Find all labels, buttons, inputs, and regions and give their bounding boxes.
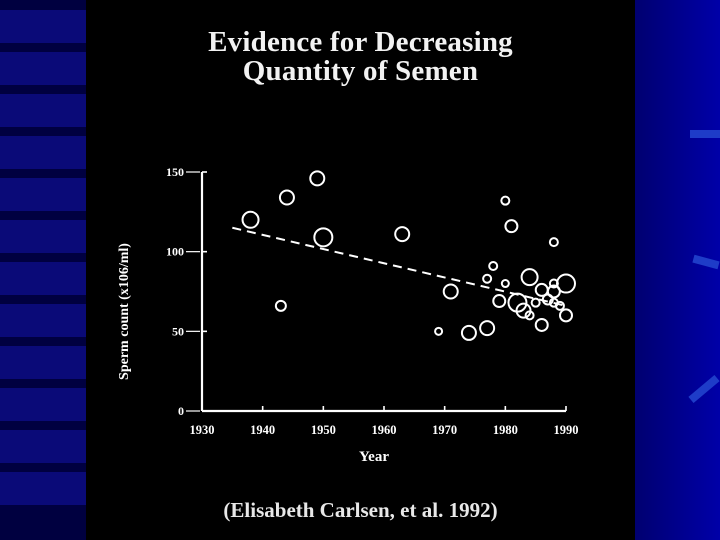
data-point [500, 195, 511, 206]
data-point [434, 326, 444, 336]
y-tick-label: 150 [166, 165, 184, 179]
left-decor-stripe [0, 10, 86, 43]
right-decor-mark [688, 375, 720, 403]
chart-title: Evidence for Decreasing Quantity of Seme… [86, 28, 635, 86]
data-point [524, 310, 535, 321]
left-decor-stripe [0, 472, 86, 505]
trend-line [232, 226, 567, 307]
data-point [520, 268, 539, 287]
left-decor-stripe [0, 136, 86, 169]
chart-title-line: Quantity of Semen [242, 55, 479, 87]
right-decor-mark [690, 130, 720, 138]
data-point [504, 219, 519, 234]
x-tick-label: 1940 [250, 423, 275, 437]
data-point [500, 279, 510, 289]
data-point [442, 283, 459, 300]
x-tick-label: 1990 [554, 423, 579, 437]
data-point [554, 300, 565, 311]
left-decor-stripe [0, 262, 86, 295]
data-point [530, 297, 541, 308]
data-point [548, 237, 559, 248]
data-point [559, 308, 573, 323]
y-axis-label: Sperm count (x106/ml) [117, 243, 132, 380]
y-tick-label: 0 [178, 404, 184, 418]
left-decor-stripe [0, 220, 86, 253]
left-decor-band [0, 0, 86, 540]
citation: (Elisabeth Carlsen, et al. 1992) [223, 498, 498, 522]
left-decor-stripe [0, 52, 86, 85]
data-point [534, 317, 549, 332]
data-point [488, 261, 499, 272]
slide: Evidence for Decreasing Quantity of Seme… [86, 0, 635, 540]
left-decor-stripe [0, 346, 86, 379]
data-point [274, 299, 287, 312]
data-point [479, 320, 496, 337]
data-point [394, 226, 411, 243]
data-point [313, 227, 334, 248]
chart-title-line: Evidence for Decreasing [208, 26, 513, 58]
left-decor-stripe [0, 388, 86, 421]
data-point [556, 273, 576, 294]
right-decor-band [635, 0, 720, 540]
left-decor-stripe [0, 94, 86, 127]
data-point [309, 170, 326, 187]
x-tick-label: 1970 [432, 423, 457, 437]
data-point [482, 273, 493, 284]
data-point [492, 294, 507, 309]
right-decor-mark [692, 254, 720, 270]
y-tick-label: 50 [172, 324, 184, 338]
data-point [278, 189, 295, 206]
x-tick-label: 1960 [372, 423, 397, 437]
data-point [546, 284, 561, 299]
scatter-chart: 0 50 100 150 1930 1940 1950 1960 1970 1980 1990 Yea… [117, 165, 579, 465]
x-axis-label: Year [359, 449, 389, 465]
left-decor-stripe [0, 430, 86, 463]
data-point [241, 210, 260, 229]
left-decor-stripe [0, 178, 86, 211]
x-tick-label: 1950 [311, 423, 336, 437]
x-tick-label: 1980 [493, 423, 518, 437]
x-tick-label: 1930 [190, 423, 215, 437]
left-decor-stripe [0, 304, 86, 337]
y-tick-label: 100 [166, 245, 184, 259]
data-point [460, 324, 477, 341]
